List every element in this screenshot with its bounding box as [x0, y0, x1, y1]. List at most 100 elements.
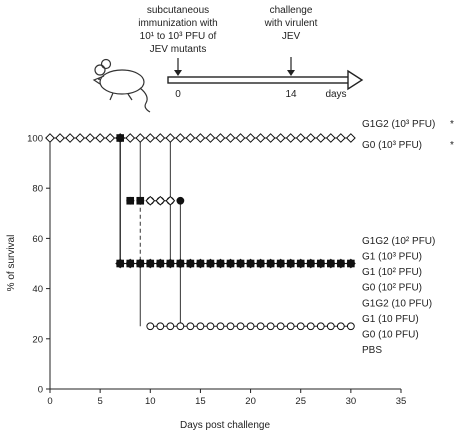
- data-point: [215, 133, 226, 143]
- data-point: [185, 258, 196, 269]
- drop-lines: [119, 138, 181, 327]
- data-point: [155, 133, 166, 143]
- data-point: [295, 258, 306, 269]
- schematic-right-note-line-2: with virulent: [264, 18, 318, 29]
- group-label: G0 (10³ PFU): [362, 140, 422, 151]
- group-labels: G1G2 (10³ PFU) * G0 (10³ PFU) * G1G2 (10² PF…: [362, 119, 454, 356]
- schematic: subcutaneous immunization with 10¹ to 10…: [92, 5, 364, 113]
- data-point: [115, 258, 126, 269]
- data-point: [245, 133, 256, 143]
- y-tick-label: 100: [27, 134, 43, 145]
- y-tick-label: 20: [32, 334, 43, 345]
- data-point: [185, 133, 196, 143]
- series-5: [146, 322, 355, 331]
- group-label: G0 (10² PFU): [362, 282, 422, 293]
- data-point: [236, 322, 245, 331]
- mouse-icon: [92, 58, 151, 113]
- data-point: [95, 133, 106, 143]
- data-point: [266, 322, 275, 331]
- axis-ticks: 0 5 10 15 20 25 30 35 0 20 40 60 80 100: [27, 134, 406, 408]
- data-point: [245, 258, 256, 269]
- y-tick-label: 40: [32, 284, 43, 295]
- x-tick-label: 35: [396, 396, 407, 407]
- data-point: [126, 196, 135, 205]
- x-axis-label: Days post challenge: [180, 420, 270, 431]
- group-label: G1G2 (10 PFU): [362, 299, 432, 310]
- data-point: [116, 134, 125, 142]
- data-point: [235, 133, 246, 143]
- data-point: [75, 133, 85, 143]
- data-point: [155, 258, 166, 269]
- data-point: [276, 322, 285, 331]
- data-point: [125, 133, 136, 143]
- data-point: [345, 133, 356, 143]
- data-point: [176, 196, 185, 205]
- x-tick-label: 0: [47, 396, 52, 407]
- group-label: G1G2 (10³ PFU): [362, 119, 435, 130]
- timeline-label-start: 0: [175, 89, 181, 100]
- y-axis-label: % of survival: [6, 235, 17, 292]
- schematic-right-note-line-1: challenge: [270, 5, 313, 16]
- data-point: [295, 133, 306, 143]
- data-point: [336, 322, 345, 331]
- group-label: G1 (10³ PFU): [362, 251, 422, 262]
- x-tick-label: 30: [346, 396, 357, 407]
- data-point: [155, 195, 166, 206]
- data-point: [196, 322, 205, 331]
- data-point: [105, 133, 116, 143]
- group-label: G1G2 (10² PFU): [362, 236, 435, 247]
- data-point: [325, 133, 336, 143]
- data-point: [325, 258, 336, 269]
- group-label: PBS: [362, 345, 382, 356]
- series-3: [115, 258, 356, 269]
- data-point: [225, 133, 236, 143]
- x-tick-label: 15: [195, 396, 206, 407]
- timeline-arrow: [167, 69, 364, 91]
- data-point: [65, 133, 75, 143]
- data-point: [146, 322, 155, 331]
- group-label: G0 (10 PFU): [362, 330, 419, 341]
- data-point: [145, 258, 156, 269]
- y-tick-label: 80: [32, 184, 43, 195]
- schematic-left-note-line-1: subcutaneous: [147, 5, 209, 16]
- series-4: [145, 195, 176, 206]
- data-point: [285, 133, 296, 143]
- data-point: [85, 133, 96, 143]
- data-point: [145, 133, 156, 143]
- data-point: [345, 258, 356, 269]
- data-point: [255, 258, 266, 269]
- series-0: [45, 133, 356, 143]
- data-point: [175, 133, 186, 143]
- timeline-label-challenge: 14: [285, 89, 297, 100]
- data-point: [165, 195, 176, 206]
- x-tick-label: 20: [245, 396, 256, 407]
- data-point: [165, 258, 176, 269]
- y-tick-label: 0: [38, 385, 43, 396]
- schematic-left-note-line-2: immunization with: [138, 18, 217, 29]
- data-point: [315, 258, 326, 269]
- data-point: [195, 133, 206, 143]
- x-tick-label: 10: [145, 396, 156, 407]
- data-point: [246, 322, 255, 331]
- data-point: [255, 133, 266, 143]
- data-point: [235, 258, 246, 269]
- significance-asterisk: *: [450, 119, 454, 130]
- series-layer: [45, 133, 356, 331]
- data-point: [326, 322, 335, 331]
- data-point: [195, 258, 206, 269]
- y-tick-label: 60: [32, 234, 43, 245]
- data-point: [165, 133, 176, 143]
- data-point: [275, 133, 286, 143]
- data-point: [135, 258, 146, 269]
- x-tick-label: 5: [97, 396, 102, 407]
- data-point: [186, 322, 195, 331]
- data-point: [335, 258, 346, 269]
- data-point: [145, 195, 156, 206]
- data-point: [256, 322, 265, 331]
- data-point: [175, 258, 186, 269]
- significance-asterisk: *: [450, 140, 454, 151]
- data-point: [136, 196, 145, 205]
- data-point: [205, 133, 216, 143]
- group-label: G1 (10 PFU): [362, 314, 419, 325]
